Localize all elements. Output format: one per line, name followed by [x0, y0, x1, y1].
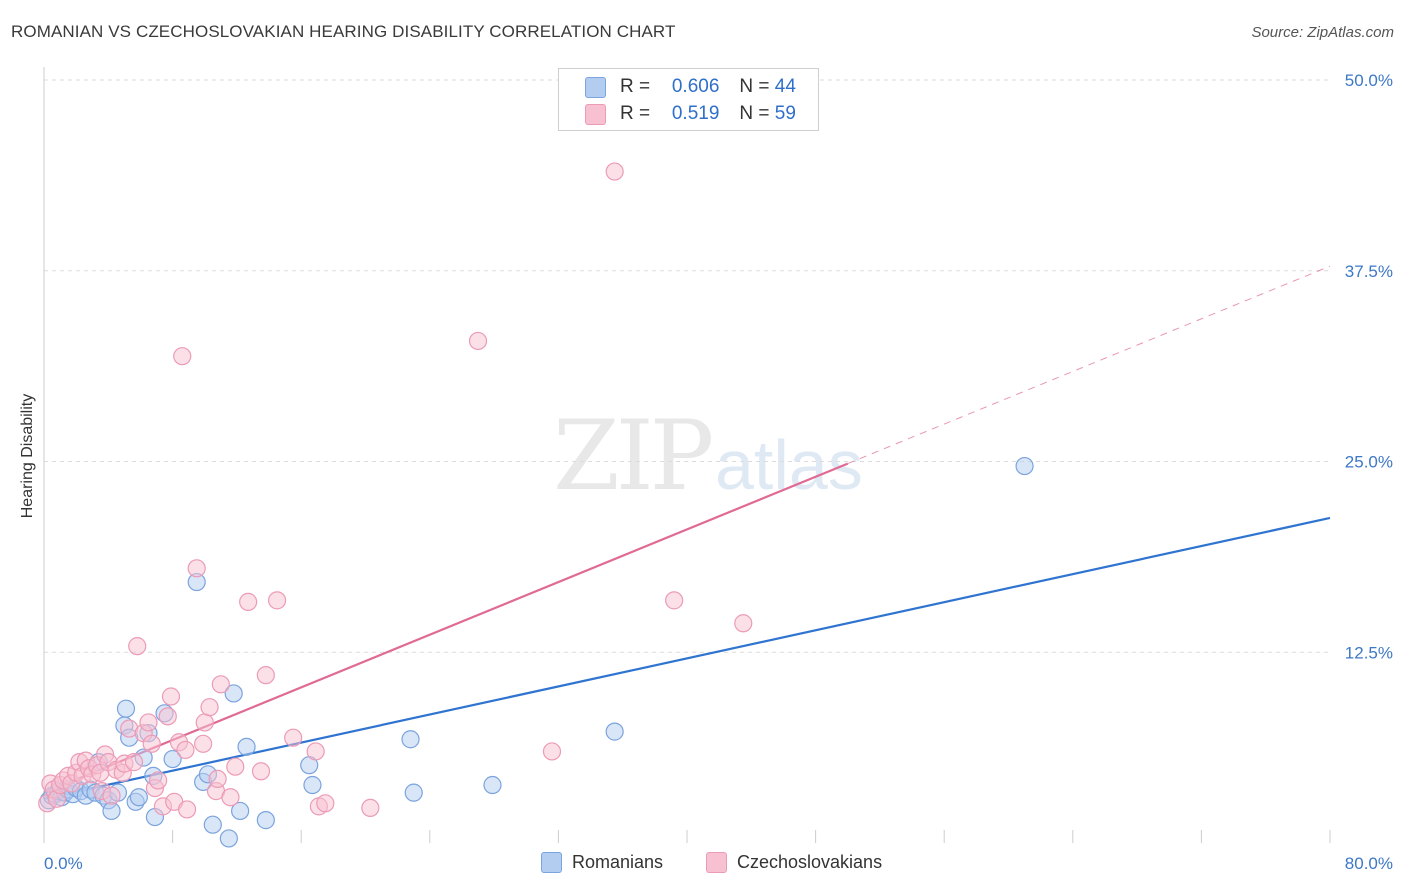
legend-n-value: 59: [774, 103, 796, 124]
czechoslovakians-point: [173, 347, 192, 366]
bottom-legend-swatch-pink: [706, 852, 727, 873]
czechoslovakians-point: [158, 707, 177, 726]
legend-swatch-blue: [585, 76, 606, 98]
czechoslovakians-point: [142, 734, 161, 753]
romanians-point: [129, 788, 148, 807]
czechoslovakians-point: [176, 740, 195, 760]
romanians-point: [256, 811, 275, 830]
czechoslovakians-point: [226, 757, 245, 776]
legend-r-label: R =: [620, 103, 651, 124]
y-tick-label: 12.5%: [1345, 643, 1393, 662]
czechoslovakians-trend-line: [43, 462, 849, 794]
romanians-point: [224, 684, 243, 703]
romanians-point: [605, 722, 624, 741]
czechoslovakians-point: [211, 675, 230, 694]
bottom-legend-czechoslovakians: Czechoslovakians: [706, 852, 882, 873]
czechoslovakians-point: [251, 762, 271, 781]
romanians-point: [219, 829, 238, 848]
czechoslovakians-point: [605, 162, 624, 181]
romanians-trend-line: [43, 516, 1331, 800]
x-tick-label: 0.0%: [44, 854, 83, 873]
czechoslovakians-point: [139, 713, 158, 732]
romanians-point: [237, 737, 256, 756]
x-tick-label: 80.0%: [1345, 854, 1393, 873]
source-label: Source: ZipAtlas.com: [1251, 24, 1394, 41]
czechoslovakians-point: [267, 591, 287, 610]
legend-r-value: 0.519: [671, 103, 720, 124]
watermark-atlas: atlas: [715, 426, 863, 504]
legend-row-czechoslovakians: R = 0.519 N = 59: [585, 102, 796, 126]
legend-r-label: R =: [620, 76, 651, 97]
romanians-point: [116, 699, 136, 718]
y-tick-label: 25.0%: [1345, 453, 1393, 472]
czechoslovakians-point: [177, 800, 197, 819]
czechoslovakians-point: [194, 734, 213, 753]
czechoslovakians-point: [124, 753, 144, 772]
czechoslovakians-point: [195, 713, 214, 732]
czechoslovakians-point: [200, 698, 219, 717]
legend-r-value: 0.606: [671, 76, 720, 97]
czechoslovakians-point: [542, 742, 562, 761]
chart-title: ROMANIAN VS CZECHOSLOVAKIAN HEARING DISA…: [11, 22, 676, 41]
czechoslovakians-point: [665, 591, 684, 610]
czechoslovakians-point: [128, 637, 147, 656]
y-tick-label: 50.0%: [1345, 71, 1393, 90]
czechoslovakians-point: [239, 592, 258, 611]
romanians-point: [483, 775, 502, 795]
czechoslovakians-point: [208, 769, 227, 789]
czechoslovakians-point: [149, 771, 168, 790]
bottom-legend-romanians: Romanians: [541, 852, 663, 873]
legend-n-value: 44: [774, 76, 796, 97]
romanians-point: [404, 783, 423, 802]
romanians-point: [203, 815, 222, 834]
romanians-point: [303, 775, 322, 795]
y-tick-label: 37.5%: [1345, 262, 1393, 281]
czechoslovakians-point: [316, 794, 335, 813]
romanians-point: [1015, 456, 1034, 476]
czechoslovakians-point: [102, 786, 121, 805]
czechoslovakians-point: [306, 742, 325, 761]
romanians-point: [102, 801, 121, 821]
czechoslovakians-point: [734, 614, 753, 633]
czechoslovakians-point: [161, 687, 181, 706]
legend-row-romanians: R = 0.606 N = 44: [585, 75, 796, 99]
correlation-legend: R = 0.606 N = 44 R = 0.519 N = 59: [558, 68, 819, 131]
czechoslovakians-trend-extension: [847, 265, 1331, 465]
czechoslovakians-point: [256, 666, 275, 685]
legend-n-label: N =: [739, 76, 770, 97]
bottom-legend-swatch-blue: [541, 852, 562, 873]
watermark-zip: ZIP: [553, 400, 714, 512]
romanians-point: [231, 801, 250, 821]
legend-n-label: N =: [739, 103, 770, 124]
bottom-legend-label: Romanians: [572, 852, 664, 872]
legend-swatch-pink: [585, 103, 606, 125]
czechoslovakians-point: [221, 788, 240, 807]
czechoslovakians-point: [468, 331, 488, 351]
romanians-point: [401, 730, 420, 749]
czechoslovakians-point: [187, 559, 206, 578]
czechoslovakians-point: [361, 798, 380, 818]
bottom-legend-label: Czechoslovakians: [737, 852, 883, 872]
romanians-point: [163, 749, 182, 769]
czechoslovakians-point: [284, 728, 303, 747]
